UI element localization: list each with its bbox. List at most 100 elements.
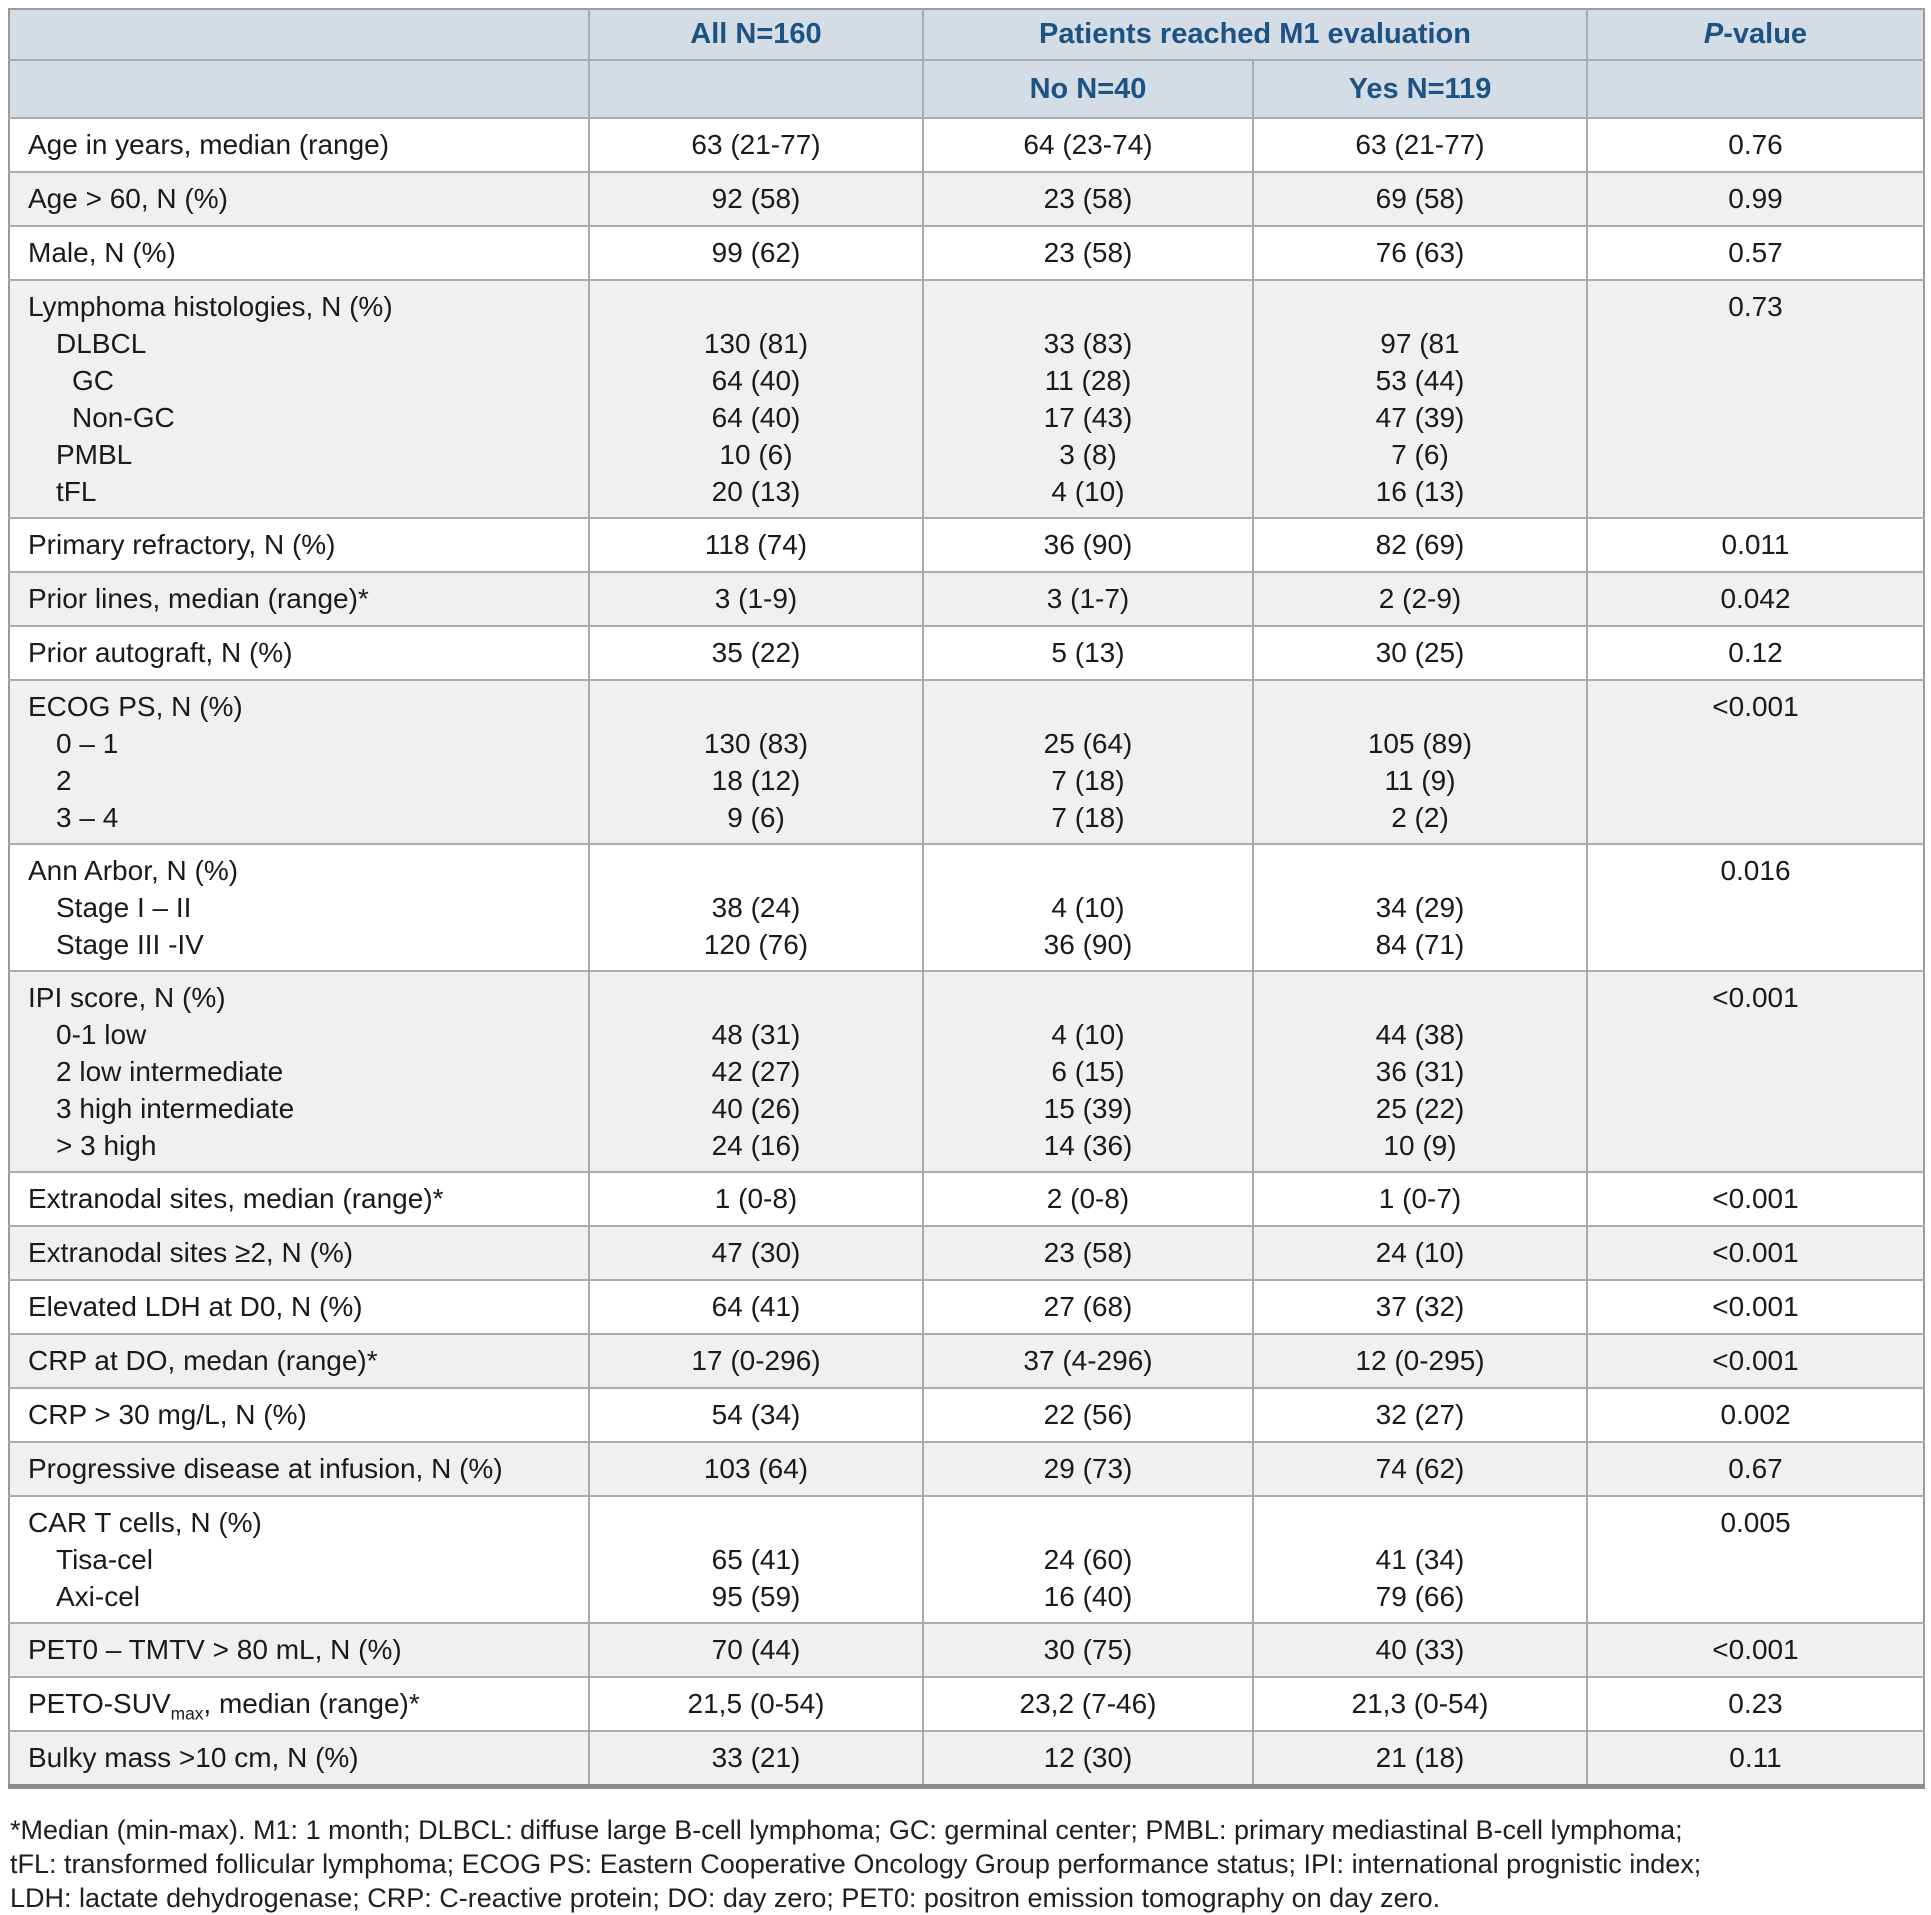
- value-cell-yes: 7 (6): [1252, 436, 1587, 473]
- value-cell-no: 30 (75): [922, 1623, 1253, 1677]
- value-cell-yes: 1 (0-7): [1252, 1172, 1587, 1226]
- value-cell-all: 103 (64): [588, 1442, 923, 1496]
- row-block: Ann Arbor, N (%) 0.016 Stage I – II 38 (24)…: [9, 844, 1924, 971]
- characteristics-table: All N=160 Patients reached M1 evaluation…: [8, 8, 1925, 1789]
- p-value-cell: 0.11: [1586, 1731, 1924, 1787]
- value-cell-no: 7 (18): [922, 762, 1253, 799]
- value-cell-all: 130 (81): [588, 325, 923, 362]
- table-row: Stage I – II 38 (24) 4 (10) 34 (29): [9, 889, 1924, 926]
- p-value-cell: <0.001: [1586, 1280, 1924, 1334]
- table-row: Age > 60, N (%) 92 (58) 23 (58) 69 (58) 0.99: [9, 172, 1924, 226]
- row-block: IPI score, N (%) <0.001 0-1 low 48 (31) 4 (1…: [9, 971, 1924, 1172]
- value-cell-yes: 16 (13): [1252, 473, 1587, 518]
- row-label-cell: PETO-SUVmax, median (range)*: [28, 1688, 420, 1724]
- value-cell-all: 9 (6): [588, 799, 923, 844]
- header-pvalue: P-value: [1586, 9, 1924, 60]
- value-cell-all: [588, 1496, 923, 1541]
- table-row: 3 high intermediate 40 (26) 15 (39) 25 (22): [9, 1090, 1924, 1127]
- value-cell-no: 5 (13): [922, 626, 1253, 680]
- value-cell-no: [922, 680, 1253, 725]
- value-cell-yes: 21 (18): [1252, 1731, 1587, 1787]
- row-label-cell: Elevated LDH at D0, N (%): [28, 1291, 363, 1322]
- table-row: CRP > 30 mg/L, N (%) 54 (34) 22 (56) 32 (27…: [9, 1388, 1924, 1442]
- value-cell-no: 36 (90): [922, 926, 1253, 971]
- value-cell-yes: 2 (2-9): [1252, 572, 1587, 626]
- p-value-cell: [1586, 362, 1924, 399]
- row-block: PET0 – TMTV > 80 mL, N (%) 70 (44) 30 (75)…: [9, 1623, 1924, 1677]
- value-cell-no: 37 (4-296): [922, 1334, 1253, 1388]
- table-row: GC 64 (40) 11 (28) 53 (44): [9, 362, 1924, 399]
- row-label-cell: DLBCL: [56, 327, 147, 359]
- value-cell-no: 23 (58): [922, 1226, 1253, 1280]
- value-cell-all: 64 (41): [588, 1280, 923, 1334]
- row-label-cell: GC: [72, 364, 114, 396]
- row-block: Progressive disease at infusion, N (%) 10…: [9, 1442, 1924, 1496]
- value-cell-all: [588, 844, 923, 889]
- row-label-cell: 2 low intermediate: [56, 1055, 284, 1087]
- p-value-cell: [1586, 889, 1924, 926]
- value-cell-all: 64 (40): [588, 399, 923, 436]
- value-cell-no: [922, 280, 1253, 325]
- value-cell-all: 40 (26): [588, 1090, 923, 1127]
- value-cell-no: [922, 844, 1253, 889]
- row-block: Elevated LDH at D0, N (%) 64 (41) 27 (68) 3…: [9, 1280, 1924, 1334]
- row-block: Extranodal sites, median (range)* 1 (0-8)…: [9, 1172, 1924, 1226]
- value-cell-all: 38 (24): [588, 889, 923, 926]
- value-cell-no: 16 (40): [922, 1578, 1253, 1623]
- value-cell-yes: 53 (44): [1252, 362, 1587, 399]
- value-cell-no: 23 (58): [922, 226, 1253, 280]
- table-row: PMBL 10 (6) 3 (8) 7 (6): [9, 436, 1924, 473]
- table-row: Axi-cel 95 (59) 16 (40) 79 (66): [9, 1578, 1924, 1623]
- row-label-cell: Extranodal sites, median (range)*: [28, 1183, 444, 1214]
- value-cell-yes: 69 (58): [1252, 172, 1587, 226]
- table-row: Elevated LDH at D0, N (%) 64 (41) 27 (68) 3…: [9, 1280, 1924, 1334]
- value-cell-yes: 2 (2): [1252, 799, 1587, 844]
- value-cell-all: 48 (31): [588, 1016, 923, 1053]
- table-row: Primary refractory, N (%) 118 (74) 36 (90)…: [9, 518, 1924, 572]
- table-row: CAR T cells, N (%) 0.005: [9, 1496, 1924, 1541]
- value-cell-no: 2 (0-8): [922, 1172, 1253, 1226]
- value-cell-all: 70 (44): [588, 1623, 923, 1677]
- p-value-cell: <0.001: [1586, 1623, 1924, 1677]
- value-cell-yes: 30 (25): [1252, 626, 1587, 680]
- row-label-cell: Extranodal sites ≥2, N (%): [28, 1237, 354, 1268]
- row-label-cell: Stage I – II: [56, 891, 192, 923]
- value-cell-yes: 11 (9): [1252, 762, 1587, 799]
- p-value-cell: 0.57: [1586, 226, 1924, 280]
- table-header: All N=160 Patients reached M1 evaluation…: [9, 9, 1924, 118]
- row-label-cell: Age in years, median (range): [28, 129, 390, 160]
- table-row: Stage III -IV 120 (76) 36 (90) 84 (71): [9, 926, 1924, 971]
- value-cell-no: [922, 1496, 1253, 1541]
- value-cell-no: 11 (28): [922, 362, 1253, 399]
- header-empty-cell: [588, 59, 923, 118]
- header-row-2: No N=40 Yes N=119: [9, 59, 1924, 118]
- header-empty-cell: [1586, 59, 1924, 118]
- value-cell-yes: 44 (38): [1252, 1016, 1587, 1053]
- value-cell-all: 24 (16): [588, 1127, 923, 1172]
- p-value-cell: [1586, 1090, 1924, 1127]
- table-row: Prior autograft, N (%) 35 (22) 5 (13) 30 (2…: [9, 626, 1924, 680]
- value-cell-all: 33 (21): [588, 1731, 923, 1787]
- header-yes: Yes N=119: [1252, 59, 1587, 118]
- value-cell-all: 118 (74): [588, 518, 923, 572]
- row-label-cell: CRP > 30 mg/L, N (%): [28, 1399, 307, 1430]
- value-cell-all: 42 (27): [588, 1053, 923, 1090]
- table-row: Extranodal sites, median (range)* 1 (0-8)…: [9, 1172, 1924, 1226]
- row-label-cell: Ann Arbor, N (%): [28, 854, 239, 886]
- value-cell-no: 23,2 (7-46): [922, 1677, 1253, 1731]
- header-pvalue-p: P: [1703, 18, 1724, 50]
- value-cell-all: 120 (76): [588, 926, 923, 971]
- row-block: Bulky mass >10 cm, N (%) 33 (21) 12 (30) 21…: [9, 1731, 1924, 1787]
- value-cell-all: 35 (22): [588, 626, 923, 680]
- table-row: CRP at DO, medan (range)* 17 (0-296) 37 (4…: [9, 1334, 1924, 1388]
- row-block: Age in years, median (range) 63 (21-77) 64…: [9, 118, 1924, 172]
- value-cell-no: 15 (39): [922, 1090, 1253, 1127]
- value-cell-yes: 63 (21-77): [1252, 118, 1587, 172]
- value-cell-all: 99 (62): [588, 226, 923, 280]
- p-value-cell: [1586, 1016, 1924, 1053]
- row-label-cell: Lymphoma histologies, N (%): [28, 290, 393, 322]
- row-block: ECOG PS, N (%) <0.001 0 – 1 130 (83) 25 (64)…: [9, 680, 1924, 844]
- value-cell-no: 64 (23-74): [922, 118, 1253, 172]
- value-cell-all: [588, 971, 923, 1016]
